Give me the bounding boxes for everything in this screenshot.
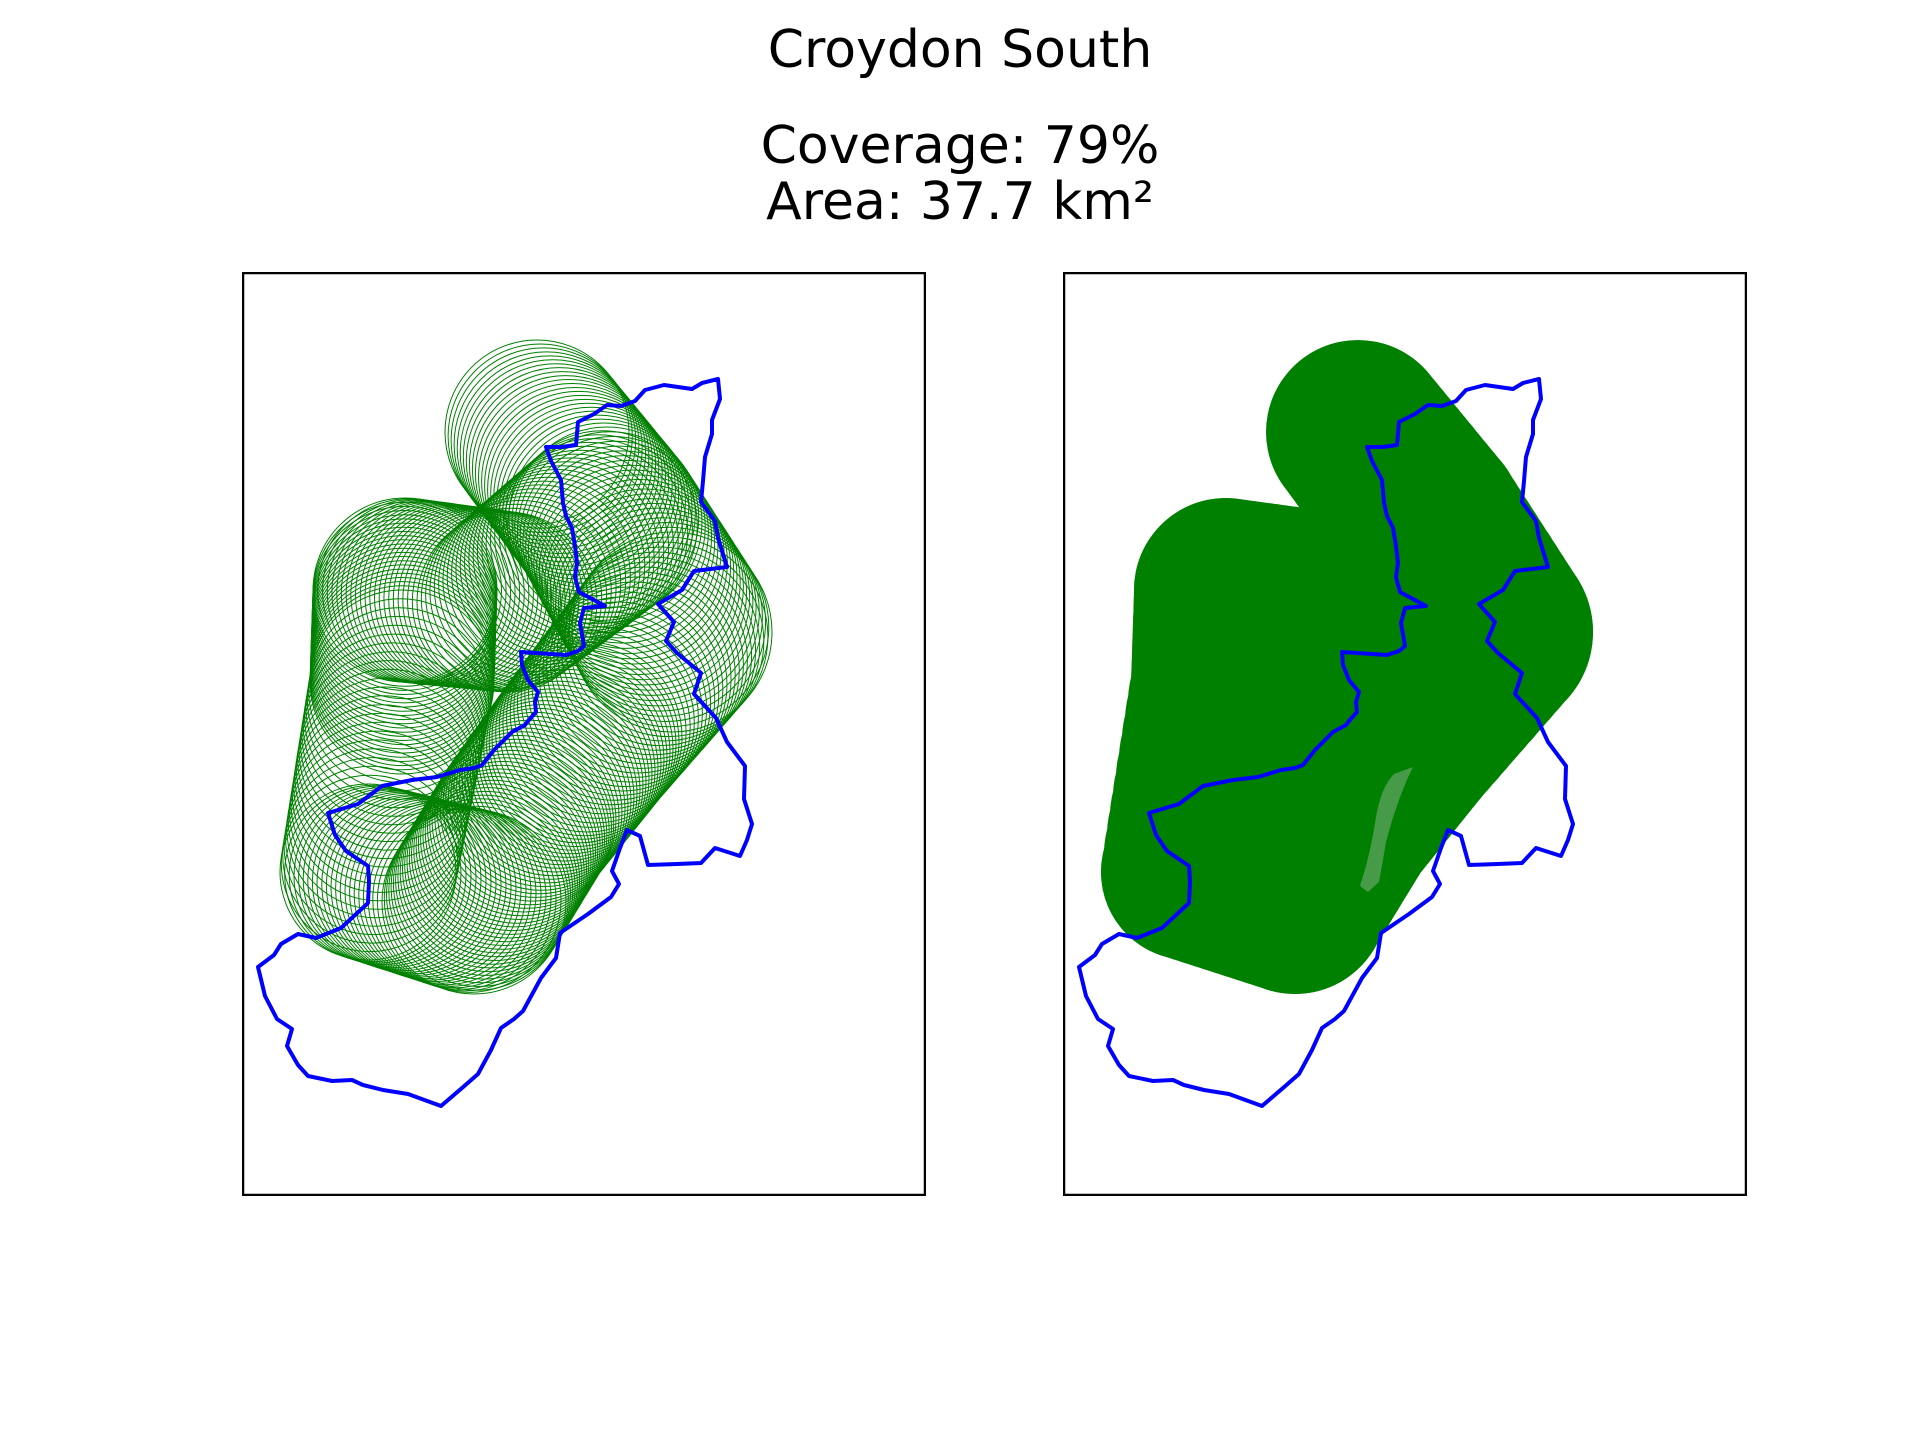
coverage-circle (549, 493, 748, 691)
coverage-circle (544, 483, 741, 681)
coverage-circle (459, 472, 646, 659)
coverage-circle (520, 601, 716, 797)
coverage-circle (485, 449, 674, 638)
coverage-circle (298, 788, 477, 967)
coverage-circle (498, 438, 689, 628)
coverage-circle (325, 795, 507, 976)
coverage-circle (446, 484, 631, 669)
coverage-circle (525, 450, 719, 644)
coverage-circle (425, 503, 608, 686)
coverage-disc (1163, 642, 1363, 842)
coverage-circle (505, 418, 696, 609)
coverage-circle (456, 692, 644, 880)
coverage-circle (507, 430, 698, 621)
coverage-circle (442, 488, 627, 673)
coverage-gap (1360, 767, 1413, 892)
coverage-circle (453, 696, 641, 884)
coverage-circle (321, 794, 502, 975)
coverage-circle (438, 492, 622, 676)
coverage-circle (557, 507, 757, 707)
coverage-circle (420, 746, 606, 932)
coverage-circle (481, 453, 670, 642)
map-panel-filled (1063, 272, 1747, 1196)
coverage-circle (502, 434, 693, 625)
coverage-circle (362, 804, 547, 989)
coverage-circle (417, 749, 603, 935)
panel-frame (242, 272, 926, 1196)
coverage-circle (468, 465, 655, 652)
ward-boundary (256, 377, 754, 1108)
coverage-circle (310, 551, 496, 737)
coverage-circle (349, 801, 532, 984)
coverage-circle (411, 761, 596, 946)
coverage-circle (429, 499, 612, 683)
coverage-circle (388, 798, 574, 984)
coverage-circle (386, 802, 571, 987)
coverage-circle (564, 541, 765, 742)
coverage-circle (433, 496, 617, 679)
coverage-circle (335, 797, 517, 980)
area-label: Area: 37.7 km² (766, 172, 1154, 232)
coverage-circle (466, 676, 656, 866)
coverage-circle (420, 507, 603, 690)
coverage-circle (344, 800, 527, 983)
coverage-circle (546, 488, 744, 686)
coverage-circle (427, 735, 612, 920)
coverage-circle (489, 445, 679, 635)
coverage-circle (474, 378, 663, 567)
coverage-circle-rings (279, 339, 773, 995)
panel-frame (1063, 272, 1747, 1196)
coverage-circle (413, 757, 599, 943)
coverage-circle (451, 480, 636, 666)
map-panel-circles (242, 272, 926, 1196)
coverage-circle (476, 457, 665, 645)
coverage-circle (494, 441, 684, 632)
coverage-circle (406, 768, 592, 954)
coverage-circle (302, 789, 482, 969)
coverage-circle (465, 367, 653, 555)
coverage-circle (471, 375, 660, 563)
coverage-label: Coverage: 79% (760, 116, 1160, 176)
coverage-circle (402, 776, 587, 961)
coverage-circle (390, 794, 576, 980)
coverage-circle (456, 355, 643, 542)
coverage-circle (459, 359, 647, 546)
figure-title: Croydon South (767, 20, 1153, 80)
coverage-circle (399, 779, 585, 965)
coverage-circle (424, 738, 610, 924)
coverage-circle (395, 787, 581, 973)
coverage-area-fill (1101, 340, 1593, 994)
coverage-circle (478, 383, 666, 571)
coverage-circle (524, 596, 720, 792)
coverage-circle (472, 461, 660, 649)
coverage-circle (455, 476, 641, 662)
coverage-circle (408, 764, 594, 950)
coverage-circle (429, 731, 615, 917)
ward-boundary (1077, 377, 1575, 1108)
coverage-circle (464, 680, 653, 869)
